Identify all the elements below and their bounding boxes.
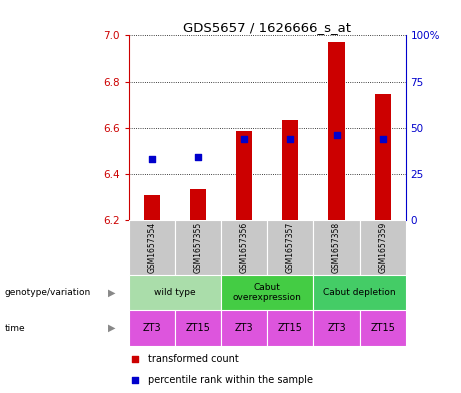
Text: ▶: ▶: [108, 323, 115, 333]
Text: ZT3: ZT3: [143, 323, 161, 333]
Text: ZT15: ZT15: [186, 323, 211, 333]
Bar: [360, 220, 406, 275]
Bar: [221, 310, 267, 346]
Bar: [221, 275, 313, 310]
Text: GSM1657357: GSM1657357: [286, 222, 295, 273]
Bar: [175, 220, 221, 275]
Bar: [144, 195, 160, 220]
Text: GSM1657359: GSM1657359: [378, 222, 387, 273]
Text: genotype/variation: genotype/variation: [5, 288, 91, 297]
Text: GSM1657355: GSM1657355: [194, 222, 203, 273]
Point: [333, 132, 340, 138]
Point: [195, 154, 202, 160]
Text: transformed count: transformed count: [148, 354, 239, 364]
Text: Cabut depletion: Cabut depletion: [323, 288, 396, 297]
Text: GSM1657354: GSM1657354: [148, 222, 157, 273]
Text: wild type: wild type: [154, 288, 196, 297]
Point: [131, 356, 138, 362]
Title: GDS5657 / 1626666_s_at: GDS5657 / 1626666_s_at: [183, 21, 351, 34]
Bar: [129, 275, 221, 310]
Text: ZT3: ZT3: [327, 323, 346, 333]
Text: Cabut
overexpression: Cabut overexpression: [233, 283, 302, 303]
Text: GSM1657358: GSM1657358: [332, 222, 341, 273]
Bar: [313, 310, 360, 346]
Text: percentile rank within the sample: percentile rank within the sample: [148, 375, 313, 385]
Point: [241, 136, 248, 142]
Point: [379, 136, 386, 142]
Bar: [328, 42, 345, 220]
Text: ZT15: ZT15: [370, 323, 395, 333]
Bar: [282, 119, 299, 220]
Point: [131, 376, 138, 383]
Text: ZT15: ZT15: [278, 323, 303, 333]
Bar: [267, 220, 313, 275]
Bar: [129, 220, 175, 275]
Bar: [313, 275, 406, 310]
Text: time: time: [5, 324, 25, 332]
Point: [148, 156, 156, 162]
Text: ZT3: ZT3: [235, 323, 254, 333]
Bar: [129, 310, 175, 346]
Text: ▶: ▶: [108, 288, 115, 298]
Text: GSM1657356: GSM1657356: [240, 222, 249, 273]
Bar: [267, 310, 313, 346]
Bar: [175, 310, 221, 346]
Point: [287, 136, 294, 142]
Bar: [221, 220, 267, 275]
Bar: [360, 310, 406, 346]
Bar: [236, 131, 253, 220]
Bar: [313, 220, 360, 275]
Bar: [190, 189, 207, 220]
Bar: [374, 94, 390, 220]
